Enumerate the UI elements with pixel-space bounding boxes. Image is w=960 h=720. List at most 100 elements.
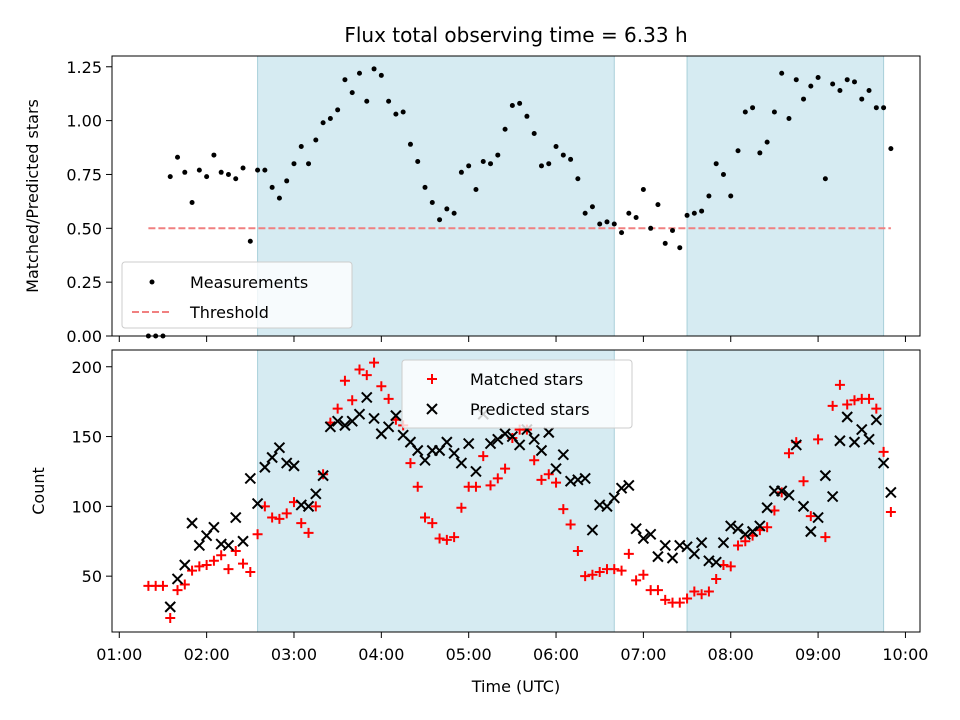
measurement-point	[750, 105, 756, 111]
matched-star-point	[230, 546, 241, 557]
matched-star-point	[849, 395, 860, 406]
matched-star-point	[303, 527, 314, 538]
measurement-point	[502, 126, 508, 132]
measurement-point	[830, 81, 836, 87]
predicted-star-point	[462, 437, 475, 450]
predicted-star-point	[179, 559, 191, 571]
predicted-star-point	[164, 601, 176, 613]
matched-star-point	[725, 561, 736, 572]
measurement-point	[415, 159, 421, 165]
matched-star-point	[252, 529, 263, 540]
measurement-point	[393, 111, 399, 117]
matched-star-point	[194, 561, 205, 572]
predicted-star-point	[863, 433, 875, 446]
matched-star-point	[354, 364, 365, 375]
measurement-point	[495, 152, 501, 158]
matched-star-point	[267, 512, 278, 523]
matched-star-point	[660, 594, 671, 605]
measurement-point	[262, 167, 268, 173]
measurement-point	[429, 199, 435, 205]
measurement-point	[822, 176, 828, 182]
measurement-point	[706, 193, 712, 199]
matched-star-point	[864, 393, 875, 404]
matched-star-point	[339, 375, 350, 386]
measurement-point	[626, 210, 632, 216]
x-tick-label: 04:00	[358, 645, 404, 664]
predicted-star-point	[448, 447, 460, 460]
predicted-star-point	[280, 457, 293, 469]
measurement-point	[175, 154, 181, 160]
matched-star-point	[623, 548, 634, 559]
matched-star-point	[347, 395, 358, 406]
matched-star-point	[216, 550, 227, 561]
measurement-point	[575, 176, 581, 182]
measurement-point	[611, 221, 617, 227]
predicted-star-point	[805, 525, 817, 538]
matched-star-point	[485, 480, 496, 491]
measurement-point	[655, 202, 661, 208]
predicted-star-point	[251, 497, 264, 510]
matched-star-point	[223, 564, 234, 575]
y-axis-label: Matched/Predicted stars	[23, 99, 42, 293]
predicted-star-point	[273, 442, 286, 454]
predicted-star-point	[826, 490, 839, 503]
predicted-star-point	[492, 433, 504, 446]
predicted-star-point	[455, 457, 468, 469]
measurement-point	[837, 87, 843, 93]
measurement-point	[524, 113, 530, 119]
predicted-star-point	[739, 528, 752, 540]
measurement-point	[597, 221, 603, 227]
measurement-point	[327, 115, 333, 121]
measurement-point	[218, 169, 224, 175]
predicted-star-point	[608, 492, 620, 504]
matched-star-point	[572, 546, 583, 557]
axes-frame	[111, 55, 921, 337]
count-panel: 50 100 150 200 01:00 02:00 03:00 04:00 05:00 06:…	[29, 349, 928, 696]
predicted-star-point	[317, 469, 329, 482]
measurement-point	[582, 210, 588, 216]
predicted-star-point	[848, 436, 861, 448]
measurement-point	[720, 171, 726, 177]
matched-star-point	[434, 533, 445, 544]
measurement-point	[364, 98, 370, 104]
measurement-point	[509, 103, 515, 109]
matched-star-point	[543, 469, 554, 480]
matched-star-point	[420, 512, 431, 523]
predicted-star-point	[513, 439, 526, 451]
matched-star-point	[456, 502, 467, 513]
predicted-star-point	[208, 521, 220, 534]
predicted-star-point	[266, 451, 278, 464]
matched-star-point	[274, 513, 285, 524]
predicted-star-point	[615, 482, 628, 494]
predicted-star-point	[819, 469, 832, 482]
predicted-star-point	[746, 525, 759, 538]
predicted-star-point	[856, 423, 868, 436]
matched-star-point	[245, 566, 256, 577]
measurement-point	[276, 195, 282, 201]
matched-star-point	[580, 571, 591, 582]
matched-star-point	[383, 393, 394, 404]
y-tick-label: 50	[82, 567, 102, 586]
measurement-point	[196, 167, 202, 173]
matched-star-point	[783, 448, 794, 459]
measurement-point	[844, 77, 850, 83]
measurement-point	[182, 169, 188, 175]
y-axis-ticks: 50 100 150 200	[71, 358, 112, 586]
matched-star-point	[361, 370, 372, 381]
matched-star-point	[536, 474, 547, 485]
predicted-star-point	[259, 461, 271, 473]
matched-star-point	[733, 540, 744, 551]
legend-marker-measurements	[149, 279, 155, 285]
measurement-point	[313, 137, 319, 143]
matched-star-point	[674, 597, 685, 608]
measurement-point	[488, 161, 494, 167]
predicted-star-point	[186, 517, 198, 529]
predicted-star-point	[579, 472, 591, 485]
predicted-star-point	[695, 536, 708, 549]
y-tick-label: 0.75	[66, 165, 102, 184]
predicted-star-point	[288, 460, 300, 472]
y-tick-label: 200	[71, 358, 102, 377]
predicted-star-point	[244, 472, 257, 485]
predicted-star-point	[652, 550, 664, 563]
